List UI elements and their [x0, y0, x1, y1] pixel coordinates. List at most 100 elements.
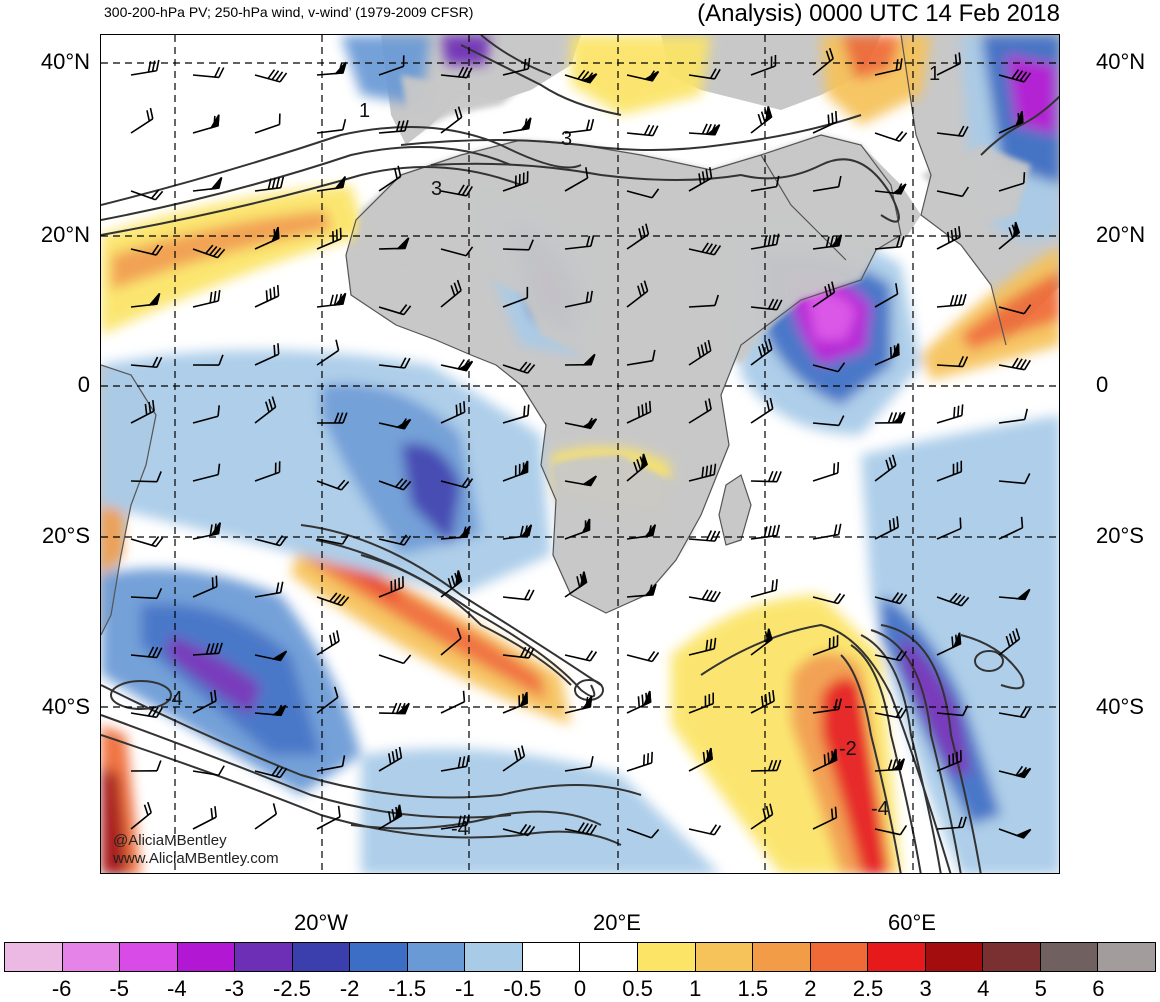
wind-barb — [193, 67, 224, 77]
wind-barb — [255, 113, 280, 133]
colorbar-tick-label: 0 — [574, 976, 586, 1002]
wind-barb — [565, 651, 596, 661]
colorbar-tick-label: 6 — [1092, 976, 1104, 1002]
wind-barb — [751, 579, 777, 597]
colorbar-tick-label: -4 — [167, 976, 187, 1002]
colorbar-swatch — [753, 943, 811, 971]
wind-barb — [131, 108, 153, 133]
wind-barb — [503, 590, 534, 600]
lat-label-left: 20°S — [42, 525, 90, 547]
lon-label: 60°E — [888, 910, 936, 936]
lat-label-left: 40°S — [42, 696, 90, 718]
colorbar-swatch — [926, 943, 984, 971]
wind-barb — [131, 60, 159, 75]
plot-subtitle: 300-200-hPa PV; 250-hPa wind, v-wind’ (1… — [104, 4, 473, 20]
lat-label-left: 20°N — [41, 224, 90, 246]
wind-barb — [875, 131, 907, 141]
wind-barb — [441, 360, 472, 371]
lon-label: 20°W — [294, 910, 348, 936]
wind-barb — [565, 696, 592, 713]
wind-barb — [255, 70, 287, 82]
wind-barb — [317, 293, 346, 307]
lat-label-right: 0 — [1096, 374, 1108, 396]
wind-barb — [131, 761, 161, 771]
wind-barb — [441, 691, 464, 713]
colorbar-tick-label: 1 — [689, 976, 701, 1002]
colorbar-swatch — [63, 943, 121, 971]
colorbar-swatch — [235, 943, 293, 971]
wind-barb — [689, 590, 720, 602]
colorbar-tick-label: -1 — [455, 976, 475, 1002]
colorbar-swatch — [5, 943, 63, 971]
wind-barb — [255, 285, 279, 307]
wind-barb — [379, 655, 411, 663]
colorbar-tick-label: 2.5 — [853, 976, 884, 1002]
colorbar-tick-label: -1.5 — [388, 976, 426, 1002]
colorbar-swatch — [1041, 943, 1099, 971]
colorbar-tick-label: 1.5 — [738, 976, 769, 1002]
colorbar-swatch — [868, 943, 926, 971]
lat-label-right: 20°S — [1096, 525, 1144, 547]
lat-label-right: 40°N — [1096, 51, 1145, 73]
lon-label: 20°E — [593, 910, 641, 936]
colorbar-tick-label: -0.5 — [503, 976, 541, 1002]
colorbar-swatch — [983, 943, 1041, 971]
colorbar-swatch — [523, 943, 581, 971]
colorbar-tick-label: 3 — [919, 976, 931, 1002]
wind-barb — [193, 766, 224, 776]
colorbar-swatch — [811, 943, 869, 971]
wind-barb — [627, 125, 658, 136]
wind-barb — [627, 651, 659, 661]
colorbar-tick-label: 0.5 — [622, 976, 653, 1002]
wind-barb — [317, 119, 345, 133]
contour-label: -4 — [871, 798, 889, 820]
colorbar-tick-label: 2 — [804, 976, 816, 1002]
colorbar-tick-label: 5 — [1035, 976, 1047, 1002]
wind-barb — [131, 536, 163, 546]
wind-barb — [999, 409, 1027, 423]
colorbar-tick-label: 4 — [977, 976, 989, 1002]
colorbar-tick-label: -2 — [340, 976, 360, 1002]
colorbar-swatch — [178, 943, 236, 971]
wind-barb — [379, 703, 409, 713]
colorbar-swatch — [580, 943, 638, 971]
wind-barb — [317, 630, 339, 655]
colorbar-swatch — [120, 943, 178, 971]
colorbar — [4, 942, 1156, 972]
colorbar-tick-label: -2.5 — [273, 976, 311, 1002]
wind-barb — [875, 412, 905, 423]
wind-barb — [131, 190, 163, 200]
wind-barb — [937, 404, 963, 423]
contour-label: 3 — [561, 128, 572, 150]
wind-barb — [689, 124, 720, 135]
wind-barb — [255, 803, 276, 829]
map-canvas: 1 3 3 -4 -4 -2 -4 1 @AliciaMBentley — [101, 35, 1060, 874]
wind-barb — [937, 294, 966, 307]
wind-barb — [813, 111, 837, 133]
wind-barb — [689, 825, 720, 835]
wind-barb — [317, 62, 346, 75]
colorbar-swatch — [465, 943, 523, 971]
colorbar-swatch — [350, 943, 408, 971]
wind-barb — [813, 462, 838, 481]
map-panel: 1 3 3 -4 -4 -2 -4 1 @AliciaMBentley — [100, 34, 1060, 874]
wind-barb — [751, 471, 781, 481]
wind-barb — [193, 806, 216, 829]
contour-label: -2 — [839, 738, 857, 760]
wind-barb — [751, 106, 771, 133]
colorbar-swatch — [1098, 943, 1155, 971]
wind-barb — [193, 115, 219, 133]
colorbar-swatch — [408, 943, 466, 971]
lat-label-right: 40°S — [1096, 696, 1144, 718]
colorbar-swatch — [293, 943, 351, 971]
contour-label: 3 — [431, 178, 442, 200]
colorbar-swatch — [638, 943, 696, 971]
colorbar-tick-label: -5 — [109, 976, 129, 1002]
wind-barb — [503, 118, 531, 133]
wind-barb — [627, 752, 652, 771]
lat-label-left: 40°N — [41, 51, 90, 73]
colorbar-tick-label: -3 — [225, 976, 245, 1002]
lat-label-right: 20°N — [1096, 224, 1145, 246]
colorbar-tick-label: -6 — [52, 976, 72, 1002]
credit-line-1: @AliciaMBentley — [113, 832, 227, 849]
